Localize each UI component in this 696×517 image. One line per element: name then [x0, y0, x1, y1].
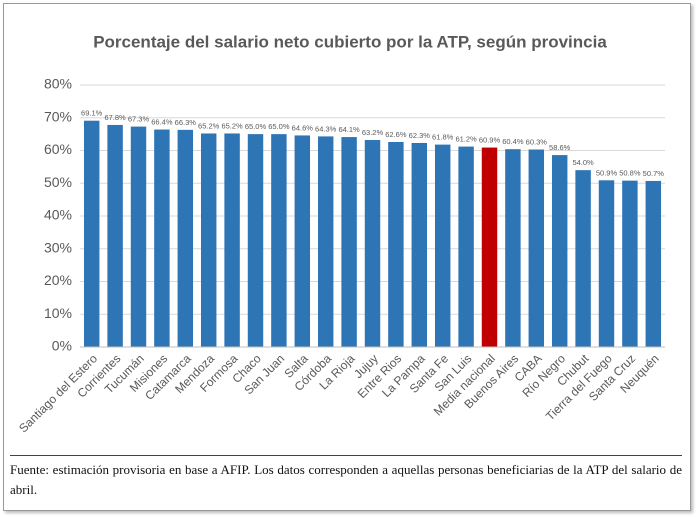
y-tick-label: 10%: [44, 305, 72, 321]
value-label: 60.3%: [526, 138, 548, 147]
value-label: 54.0%: [572, 158, 594, 167]
source-note: Fuente: estimación provisoria en base a …: [10, 455, 682, 500]
bar: [107, 124, 123, 347]
y-tick-label: 30%: [44, 239, 72, 255]
value-label: 65.0%: [245, 122, 267, 131]
value-label: 66.3%: [175, 118, 197, 127]
value-label: 50.7%: [643, 169, 665, 178]
value-label: 65.2%: [221, 121, 243, 130]
value-label: 61.8%: [432, 133, 454, 142]
bar: [575, 170, 591, 347]
value-label: 60.4%: [502, 137, 524, 146]
bar: [481, 147, 498, 347]
bar: [83, 120, 100, 347]
bar: [177, 129, 194, 347]
bar: [271, 134, 287, 347]
chart: Porcentaje del salario neto cubierto por…: [16, 32, 665, 435]
chart-title: Porcentaje del salario neto cubierto por…: [93, 32, 607, 51]
y-tick-label: 70%: [44, 108, 72, 124]
bar: [294, 135, 311, 347]
bar: [551, 155, 568, 347]
bar: [528, 149, 545, 347]
value-label: 67.3%: [128, 115, 150, 124]
value-label: 65.0%: [268, 122, 290, 131]
bar: [505, 149, 521, 347]
value-label: 62.6%: [385, 130, 407, 139]
y-tick-label: 20%: [44, 272, 72, 288]
bar: [645, 180, 662, 347]
bar: [364, 140, 381, 347]
value-label: 67.8%: [104, 113, 126, 122]
bar: [200, 133, 217, 347]
bar: [434, 144, 451, 347]
value-label: 60.9%: [479, 136, 501, 145]
value-label: 64.1%: [338, 125, 360, 134]
bar: [622, 180, 638, 347]
y-tick-label: 0%: [52, 338, 72, 354]
value-label: 50.8%: [619, 169, 641, 178]
value-label: 69.1%: [81, 109, 103, 118]
value-label: 58.6%: [549, 143, 571, 152]
value-label: 61.2%: [455, 135, 477, 144]
value-label: 63.2%: [362, 128, 384, 137]
bar: [247, 134, 264, 347]
bar: [388, 141, 404, 347]
bar: [411, 142, 428, 347]
bar: [154, 129, 170, 347]
value-label: 64.6%: [292, 123, 314, 132]
value-label: 65.2%: [198, 121, 220, 130]
bar: [317, 136, 334, 347]
value-label: 66.4%: [151, 118, 173, 127]
bar: [458, 146, 474, 347]
value-label: 50.9%: [596, 168, 618, 177]
y-tick-label: 50%: [44, 174, 72, 190]
bar: [341, 137, 357, 347]
y-tick-label: 60%: [44, 141, 72, 157]
value-label: 62.3%: [409, 131, 431, 140]
value-label: 64.3%: [315, 124, 337, 133]
y-tick-label: 80%: [44, 76, 72, 92]
y-tick-label: 40%: [44, 207, 72, 223]
bar: [130, 126, 147, 347]
bar: [224, 133, 240, 347]
bar: [598, 180, 615, 347]
